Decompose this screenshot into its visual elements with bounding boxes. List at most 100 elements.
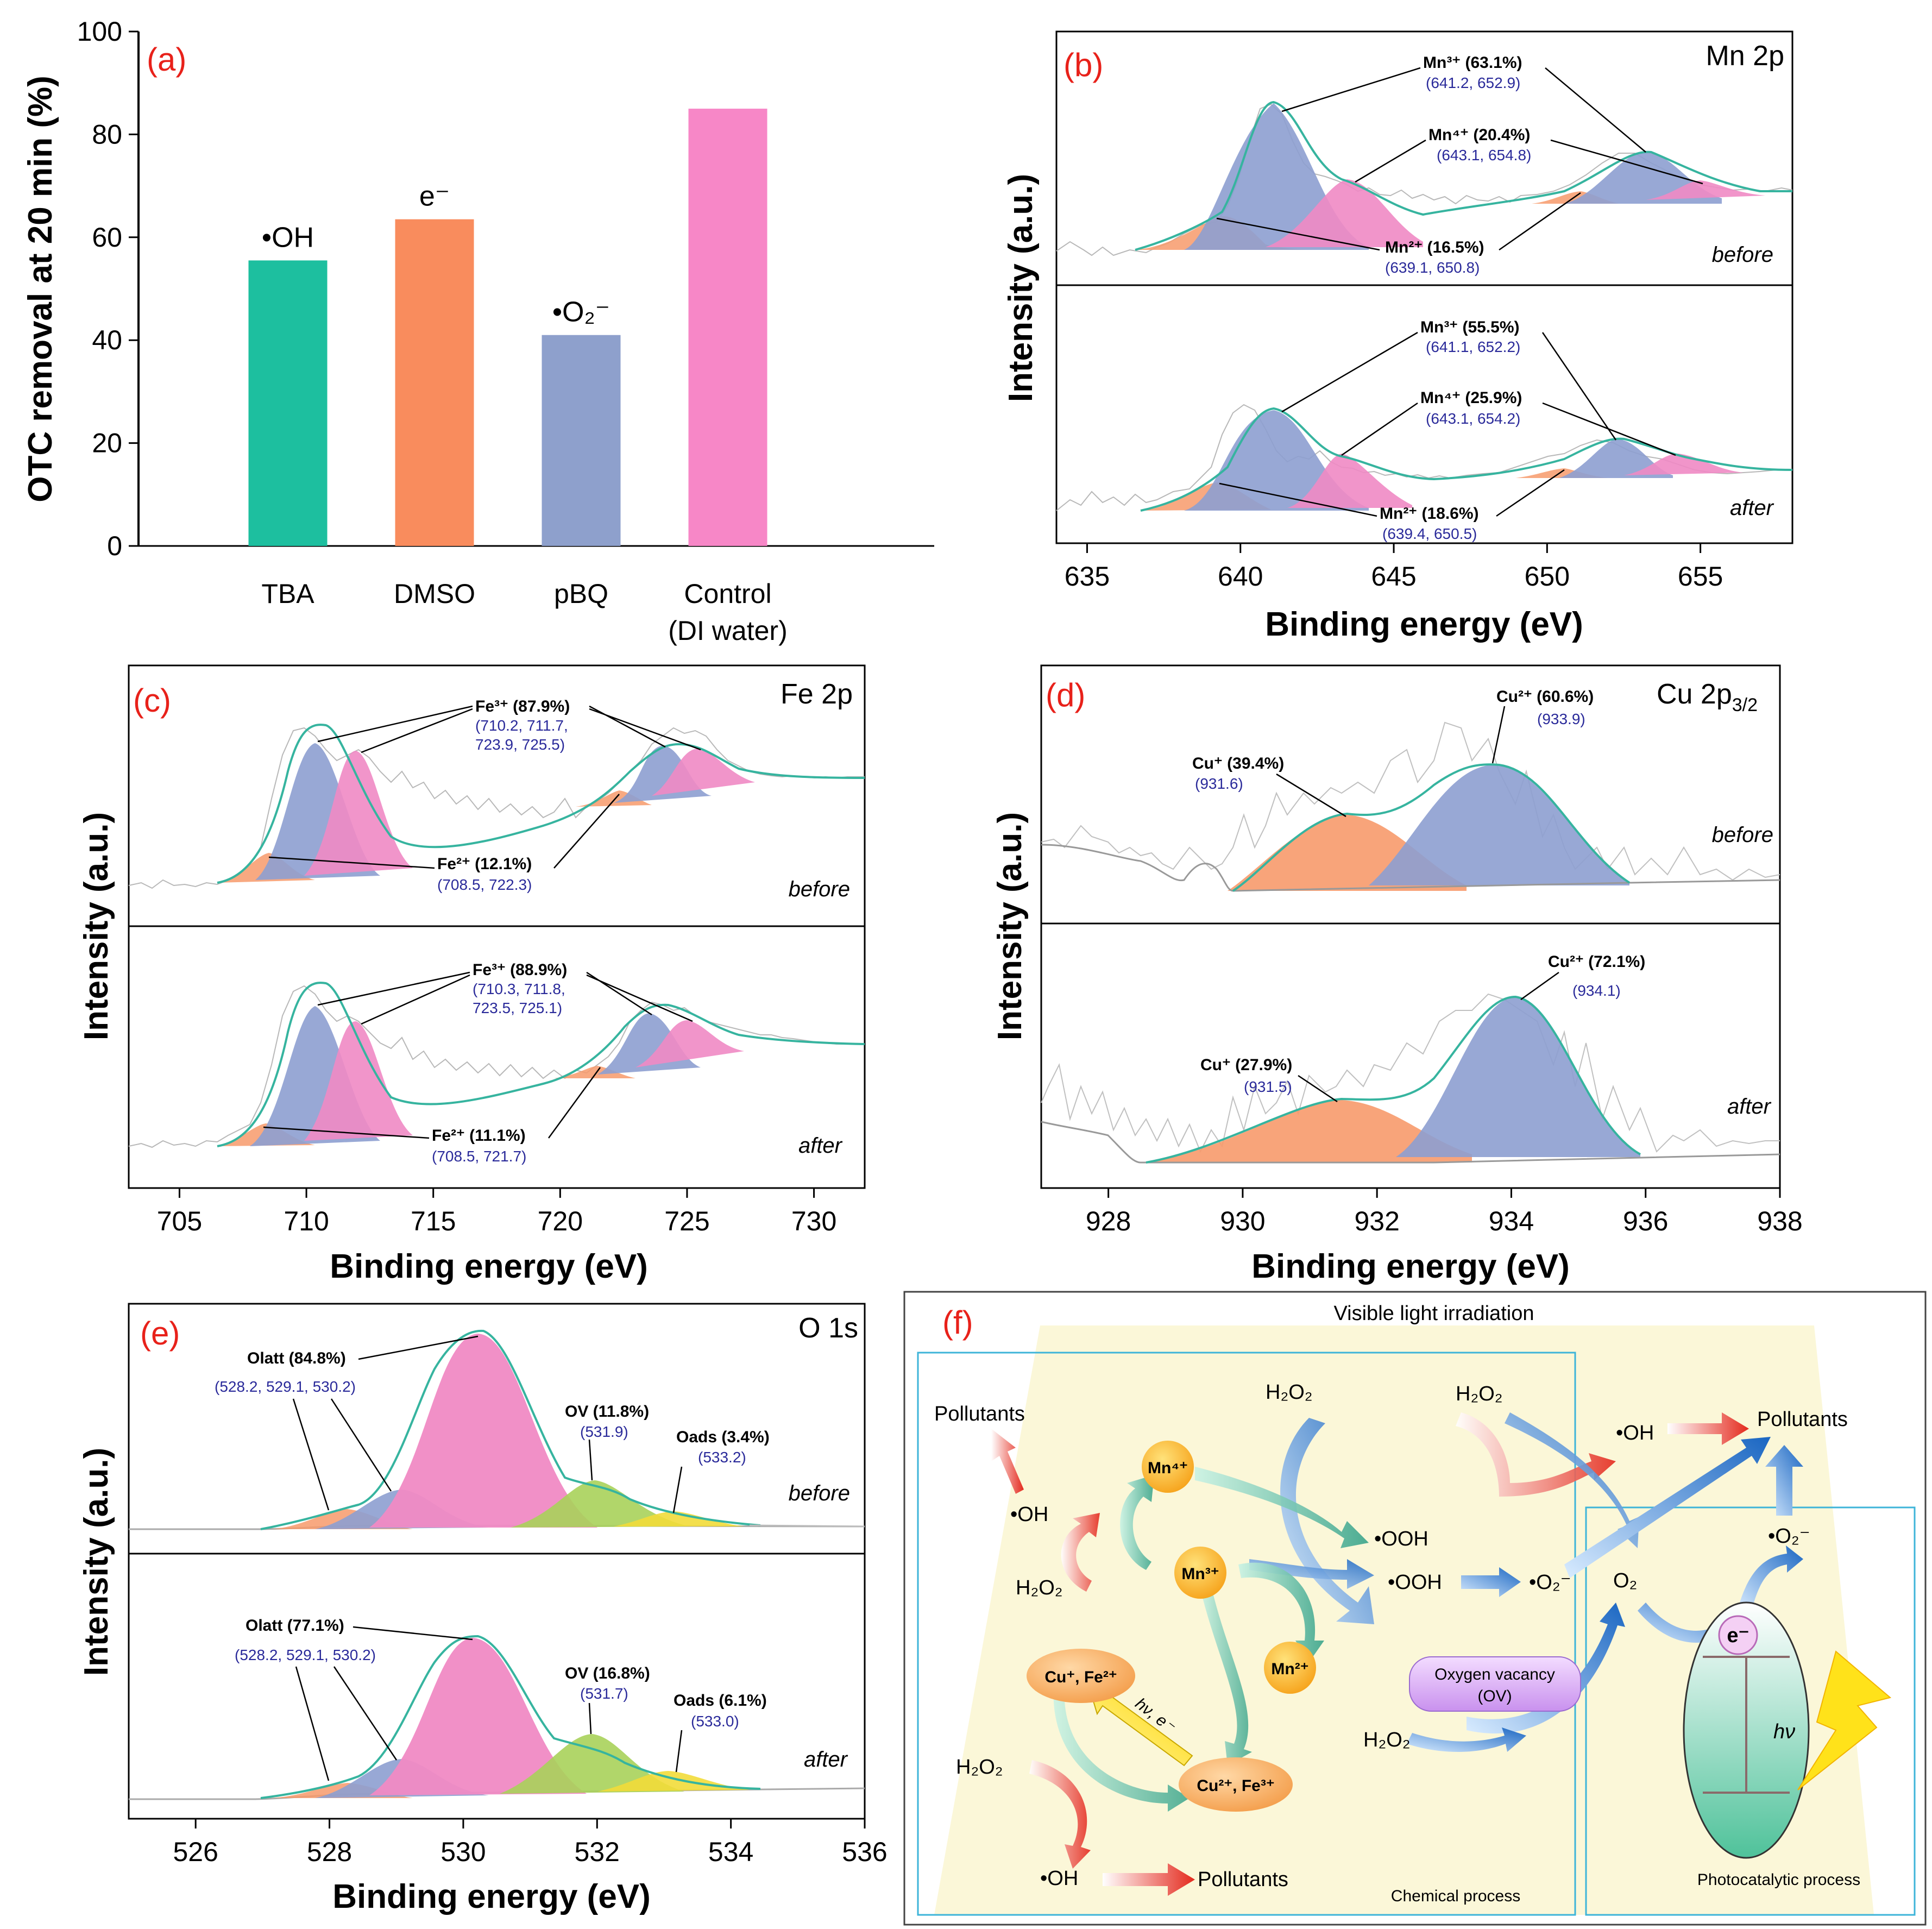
panel-d-x-title: Binding energy (eV) (1251, 1248, 1570, 1285)
lightning-bolt-icon (1797, 1650, 1892, 1790)
o-before-olatt-vals: (528.2, 529.1, 530.2) (215, 1378, 356, 1395)
panel-a-bar-label: •OH (262, 222, 314, 253)
x-tick-label: 934 (1489, 1206, 1534, 1236)
cu-after-cu1-name: Cu⁺ (27.9%) (1200, 1056, 1292, 1074)
fe-after-fe2-sat (554, 1066, 635, 1078)
mn3-label: Mn³⁺ (1181, 1565, 1219, 1583)
pollutants-topleft: Pollutants (934, 1403, 1025, 1425)
cu-after-cu2-name: Cu²⁺ (72.1%) (1548, 953, 1645, 971)
x-tick-label: 725 (664, 1206, 709, 1236)
arrow-oh-pollutants-bottom (1103, 1863, 1195, 1896)
panel-b-x-ticks: 635 640 645 650 655 (1065, 543, 1723, 592)
panel-c-label: (c) (133, 682, 171, 719)
arrow-h2o2-oh-left (1061, 1513, 1100, 1592)
arrow-oh-pollutants-left (991, 1429, 1024, 1494)
mn4-label: Mn⁴⁺ (1148, 1459, 1188, 1477)
panel-b-element: Mn 2p (1706, 40, 1784, 72)
arrow-h2o2-oh-bottom (1029, 1760, 1091, 1869)
o-before-ov-peak (511, 1480, 690, 1528)
arrow-h2o2-mn4 (1280, 1418, 1374, 1624)
panel-c: (c) Fe 2p before Fe³⁺ (87.9%) (710.2, 71… (78, 664, 866, 1285)
oh-right: •OH (1616, 1422, 1654, 1444)
h2o2-left: H₂O₂ (1016, 1576, 1063, 1599)
fe-after-fe2-vals: (708.5, 721.7) (432, 1148, 526, 1165)
panel-d-element: Cu 2p3/2 (1657, 678, 1758, 715)
x-tick-label: 730 (791, 1206, 836, 1236)
panel-d-y-title: Intensity (a.u.) (991, 812, 1029, 1040)
arrow-oh-pollutants-right (1667, 1412, 1749, 1445)
o-before-label: before (789, 1481, 850, 1505)
panel-e-x-ticks: 526 528 530 532 534 536 (173, 1819, 888, 1867)
arrow-h2o2-oh-right (1456, 1412, 1616, 1497)
cu-after-cu1-vals: (931.5) (1244, 1078, 1292, 1095)
panel-a-y-tick-label: 80 (92, 119, 122, 149)
fe-before-fe3-name: Fe³⁺ (87.9%) (475, 698, 570, 715)
panel-a-y-tick-label: 0 (107, 531, 122, 561)
mn-after-mn4-sat (1624, 454, 1744, 475)
panel-e-element: O 1s (798, 1312, 858, 1344)
mn-after-arrows (1219, 331, 1676, 517)
mn-before-mn2-name: Mn²⁺ (16.5%) (1385, 238, 1484, 256)
fe-after-raw (128, 985, 865, 1148)
x-tick-label: 526 (173, 1837, 218, 1867)
cu-after-arrows (1298, 971, 1559, 1103)
panel-a-bar (688, 109, 767, 546)
mn-before-mn4-name: Mn⁴⁺ (20.4%) (1428, 126, 1530, 144)
x-tick-label: 710 (284, 1206, 329, 1236)
panel-a-y-tick-label: 40 (92, 325, 122, 355)
fe-before-fe2-vals: (708.5, 722.3) (437, 876, 532, 893)
cu-after-label: after (1727, 1095, 1772, 1119)
panel-c-x-title: Binding energy (eV) (330, 1248, 648, 1285)
panel-a-category-label: Control (684, 579, 771, 609)
panel-a-bar-label: •O₂⁻ (552, 297, 610, 328)
cu-before-cu1-name: Cu⁺ (39.4%) (1192, 755, 1284, 772)
fe-before-fe3b-peak (304, 751, 413, 876)
mn-after-mn4-peak (1287, 454, 1412, 508)
light-title: Visible light irradiation (1334, 1302, 1534, 1325)
o2rad-right: •O₂⁻ (1768, 1525, 1810, 1548)
oh-bottom: •OH (1040, 1867, 1078, 1890)
o-before-arrows (292, 1335, 683, 1513)
o-after-olatt-vals: (528.2, 529.1, 530.2) (235, 1647, 376, 1663)
cu-before-base (1041, 844, 1780, 892)
cu-before-cu2-name: Cu²⁺ (60.6%) (1496, 688, 1594, 706)
panel-b-x-title: Binding energy (eV) (1265, 606, 1583, 643)
ooh-1: •OOH (1374, 1528, 1428, 1550)
panel-f: (f) Visible light irradiation Chemical p… (903, 1291, 1927, 1926)
fe-before-fe2-name: Fe²⁺ (12.1%) (437, 855, 532, 873)
panel-f-label: (f) (942, 1304, 973, 1341)
fe-after-arrows (263, 971, 693, 1139)
ov-label-1: Oxygen vacancy (1434, 1666, 1555, 1683)
arrow-cu1-cu2 (1053, 1684, 1190, 1812)
cu-before-cu1-vals: (931.6) (1195, 775, 1243, 792)
x-tick-label: 930 (1220, 1206, 1265, 1236)
panel-a-categories: TBA DMSO pBQ Control (DI water) (261, 579, 787, 646)
electron-node (1718, 1615, 1758, 1655)
pollutants-bottom: Pollutants (1198, 1868, 1288, 1891)
x-tick-label: 932 (1354, 1206, 1399, 1236)
panel-d-frame (1040, 664, 1781, 1189)
mn-before-mn4-sat (1646, 180, 1765, 200)
cu-before-label: before (1712, 823, 1773, 847)
fe-before-fe3-vals2: 723.9, 725.5) (475, 736, 565, 753)
arrow-e-o2rad (1738, 1545, 1803, 1611)
cu-before-cu2-peak (1369, 765, 1629, 885)
panel-c-x-ticks: 705 710 715 720 725 730 (157, 1188, 836, 1236)
panel-a-bars: •OH e⁻ •O₂⁻ (248, 109, 767, 546)
arrow-mn3-mn2 (1238, 1562, 1324, 1662)
fe-before-fe3b-sat (652, 749, 755, 796)
o2-label: O₂ (1613, 1569, 1637, 1592)
mn-after-mn2-name: Mn²⁺ (18.6%) (1380, 505, 1479, 523)
fe-after-fe3-vals1: (710.3, 711.8, (473, 981, 565, 997)
x-tick-label: 528 (307, 1837, 352, 1867)
photo-box (1585, 1506, 1916, 1916)
ov-node (1409, 1656, 1581, 1712)
x-tick-label: 534 (708, 1837, 753, 1867)
panel-a-category-label: TBA (261, 579, 314, 609)
chemical-label: Chemical process (1391, 1887, 1520, 1905)
cu-before-cu2-vals: (933.9) (1537, 711, 1585, 727)
panel-c-element: Fe 2p (781, 678, 853, 710)
mn-before-arrows (1216, 67, 1703, 251)
mn-before-mn3-name: Mn³⁺ (63.1%) (1423, 54, 1522, 72)
mn-after-mn4-name: Mn⁴⁺ (25.9%) (1420, 389, 1522, 407)
